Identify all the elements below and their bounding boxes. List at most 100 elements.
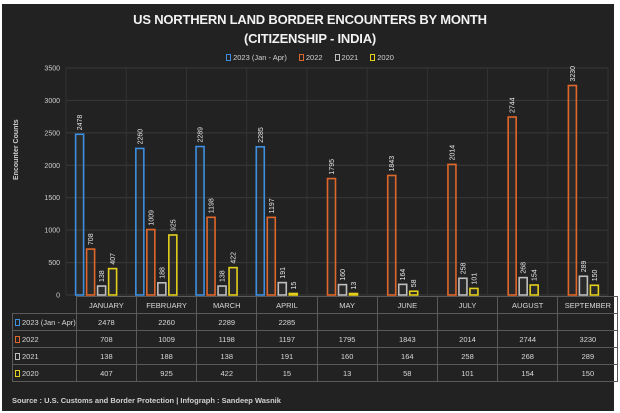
data-label: 2285	[258, 127, 265, 143]
table-cell: 407	[75, 364, 137, 382]
table-cell: 268	[497, 347, 559, 365]
table-cell: 15	[256, 364, 318, 382]
legend-swatch	[15, 336, 20, 344]
data-label: 2289	[198, 127, 205, 143]
data-table: JANUARY FEBRUARY MARCH APRIL MAY JUNE JULY AUGU…	[12, 296, 619, 382]
y-tick-label: 2000	[44, 163, 60, 170]
chart-subtitle: (CITIZENSHIP - INDIA)	[243, 31, 377, 46]
x-tick-label: AUGUST	[497, 296, 559, 314]
data-label: 2478	[77, 115, 84, 131]
y-tick-label: 2500	[44, 130, 60, 137]
legend-swatch	[298, 54, 304, 61]
table-cell: 2744	[497, 330, 559, 348]
bar-2020	[408, 290, 419, 296]
data-label: 2014	[449, 145, 456, 161]
table-cell: 3230	[557, 330, 619, 348]
data-label: 925	[170, 219, 177, 231]
table-row: 2022 708 1009 1198 1197 1795 1843 2014 2744 3230	[12, 330, 619, 348]
data-label: 1009	[148, 210, 155, 226]
y-tick-label: 500	[48, 260, 60, 267]
legend-item: 2021	[334, 53, 358, 62]
data-label: 2260	[137, 129, 144, 145]
data-label: 164	[400, 269, 407, 281]
legend-swatch	[15, 319, 20, 327]
data-label: 407	[110, 253, 117, 265]
source-note: Source : U.S. Customs and Border Protect…	[12, 396, 281, 405]
legend-item: 2023 (Jan - Apr)	[226, 53, 287, 62]
bar-2022	[206, 216, 216, 296]
table-cell: 150	[557, 364, 619, 382]
data-label: 188	[159, 267, 166, 279]
bar-2023-jan-apr-	[195, 145, 205, 296]
table-cell: 925	[135, 364, 198, 382]
bar-2021	[217, 285, 227, 296]
data-label: 1843	[389, 156, 396, 172]
y-tick-label: 0	[56, 293, 60, 300]
table-cell	[376, 313, 438, 331]
data-label: 15	[291, 282, 298, 290]
bar-2021	[518, 276, 528, 296]
table-cell: 154	[497, 364, 559, 382]
table-cell: 1843	[376, 330, 438, 348]
y-tick-label: 1000	[44, 228, 60, 235]
table-header-row: JANUARY FEBRUARY MARCH APRIL MAY JUNE JULY AUGU…	[13, 296, 619, 314]
table-cell	[436, 313, 499, 331]
legend-label: 2023 (Jan - Apr)	[233, 53, 287, 62]
table-row: 2021 138 188 138 191 160 164 258 268 289	[12, 347, 619, 365]
x-tick-label: MAY	[316, 296, 378, 314]
table-cell: 188	[135, 347, 198, 365]
x-tick-label: FEBRUARY	[135, 296, 198, 314]
bar-2021	[96, 285, 107, 296]
bar-2022	[507, 116, 517, 296]
bar-2021	[337, 283, 348, 296]
table-cell: 191	[256, 347, 318, 365]
table-cell: 2260	[135, 313, 198, 331]
bar-2023-jan-apr-	[74, 133, 85, 296]
bar-2020	[107, 267, 118, 296]
table-cell: 138	[196, 347, 258, 365]
data-label: 422	[231, 252, 238, 264]
legend-item: 2020	[370, 53, 394, 62]
bar-2021	[578, 275, 589, 296]
table-row-label: 2023 (Jan - Apr)	[12, 313, 77, 331]
chart-title: US NORTHERN LAND BORDER ENCOUNTERS BY MO…	[133, 12, 487, 27]
data-label: 154	[532, 269, 539, 281]
data-label: 3230	[570, 66, 577, 82]
bar-2022	[266, 216, 277, 296]
data-label: 58	[411, 279, 418, 287]
data-label: 191	[280, 267, 287, 279]
legend-swatch	[334, 54, 340, 61]
table-row-label: 2022	[12, 330, 77, 348]
table-cell: 160	[316, 347, 378, 365]
legend-label: 2022	[305, 53, 323, 62]
data-label: 13	[351, 282, 358, 290]
data-label: 138	[220, 270, 227, 282]
table-cell: 138	[75, 347, 137, 365]
legend-swatch	[226, 54, 232, 61]
bar-2022	[567, 84, 578, 296]
data-label: 708	[88, 233, 95, 245]
table-cell	[497, 313, 559, 331]
table-cell: 1197	[256, 330, 318, 348]
bar-2022	[326, 177, 337, 296]
table-cell: 2478	[75, 313, 137, 331]
bar-2021	[157, 282, 167, 296]
table-cell: 708	[75, 330, 137, 348]
data-label: 268	[521, 262, 528, 274]
table-cell: 2285	[256, 313, 318, 331]
x-tick-label: SEPTEMBER	[557, 296, 619, 314]
legend-item: 2022	[298, 53, 323, 62]
bar-2020	[168, 234, 178, 296]
legend-swatch	[15, 353, 20, 361]
data-label: 1198	[209, 198, 216, 213]
data-label: 1197	[269, 198, 276, 213]
table-cell: 1795	[316, 330, 378, 348]
bar-2020	[469, 287, 479, 296]
table-corner	[13, 297, 77, 314]
table-row-label: 2021	[12, 347, 77, 365]
bar-2023-jan-apr-	[135, 147, 145, 296]
table-cell: 258	[436, 347, 499, 365]
table-cell: 13	[316, 364, 378, 382]
table-cell: 164	[376, 347, 438, 365]
